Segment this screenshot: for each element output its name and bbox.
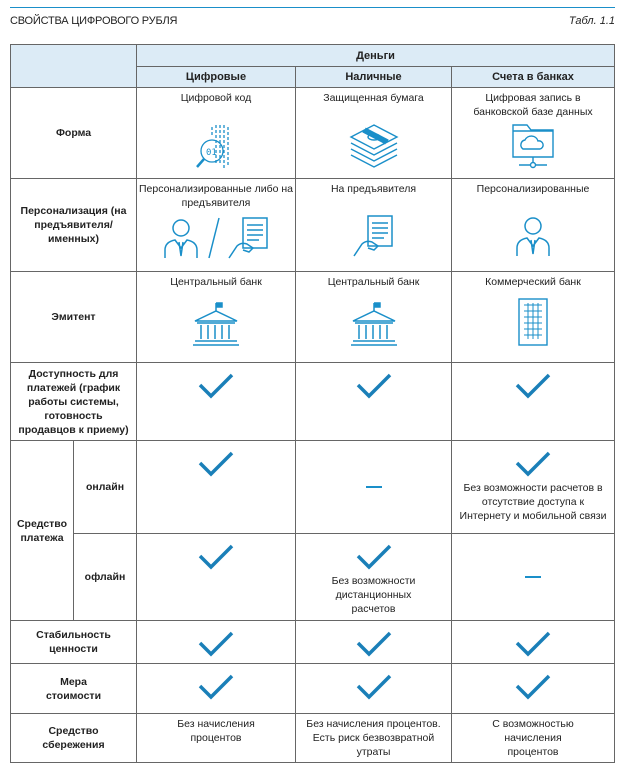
cell-stability-bank <box>451 620 615 664</box>
checkmark-icon <box>356 544 392 570</box>
cell-availability-digital <box>136 362 296 441</box>
commercial-bank-building-icon <box>518 298 548 346</box>
svg-text:01: 01 <box>206 148 217 158</box>
cell-measure-bank <box>451 663 615 714</box>
cell-online-bank: Без возможности расчетов в отсутствие до… <box>451 440 615 534</box>
checkmark-icon <box>515 451 551 477</box>
cell-text: Центральный банк <box>327 276 420 288</box>
cell-text: Персонализированные либо на предъявителя <box>138 183 294 209</box>
top-rule <box>10 7 615 8</box>
row-label-issuer: Эмитент <box>10 271 137 363</box>
cell-issuer-cash: Центральный банк <box>295 271 452 363</box>
row-label-measure: Мера стоимости <box>10 663 137 714</box>
col-header-bank-accounts: Счета в банках <box>451 66 615 88</box>
cell-text: Защищенная бумага <box>323 92 424 104</box>
cell-personal-cash: На предъявителя <box>295 178 452 272</box>
row-label-form: Форма <box>10 87 137 179</box>
cell-text: Цифровой код <box>180 92 252 104</box>
checkmark-icon <box>356 373 392 399</box>
col-header-cash: Наличные <box>295 66 452 88</box>
cell-text: Без возможности дистанционных расчетов <box>331 575 416 615</box>
checkmark-icon <box>356 674 392 700</box>
cell-stability-cash <box>295 620 452 664</box>
corner-header <box>10 44 137 88</box>
checkmark-icon <box>198 451 234 477</box>
central-bank-icon <box>191 301 241 347</box>
checkmark-icon <box>198 674 234 700</box>
cell-availability-cash <box>295 362 452 441</box>
checkmark-icon <box>198 631 234 657</box>
cell-offline-digital <box>136 533 296 621</box>
cell-text: Центральный банк <box>170 276 262 288</box>
bearer-document-icon <box>352 214 396 258</box>
person-icon <box>513 214 553 258</box>
cell-savings-bank: С возможностью начисления процентов <box>451 713 615 763</box>
checkmark-icon <box>515 674 551 700</box>
checkmark-icon <box>515 631 551 657</box>
sublabel-online: онлайн <box>73 440 137 534</box>
central-bank-icon <box>349 301 399 347</box>
banknotes-icon <box>348 124 399 168</box>
checkmark-icon <box>198 373 234 399</box>
row-label-personalization: Персонализация (на предъявителя/ именных… <box>10 178 137 272</box>
bearer-document-icon <box>227 216 271 260</box>
cell-offline-cash: Без возможности дистанционных расчетов <box>295 533 452 621</box>
row-label-availability: Доступность для платежей (график работы … <box>10 362 137 441</box>
cell-stability-digital <box>136 620 296 664</box>
cell-availability-bank <box>451 362 615 441</box>
cell-text: Цифровая запись в банковской базе данных <box>473 92 593 118</box>
cloud-folder-icon <box>512 124 554 169</box>
sublabel-offline: офлайн <box>73 533 137 621</box>
cell-form-bank: Цифровая запись в банковской базе данных <box>451 87 615 179</box>
group-header: Деньги <box>136 44 615 67</box>
slash-divider <box>208 217 220 259</box>
cell-online-digital <box>136 440 296 534</box>
dash-icon <box>365 486 382 488</box>
row-label-savings: Средство сбережения <box>10 713 137 763</box>
table-title: СВОЙСТВА ЦИФРОВОГО РУБЛЯ <box>10 15 178 27</box>
cell-issuer-digital: Центральный банк <box>136 271 296 363</box>
checkmark-icon <box>198 544 234 570</box>
cell-form-cash: Защищенная бумага <box>295 87 452 179</box>
row-label-payment: Средство платежа <box>10 440 74 621</box>
cell-text: Без возможности расчетов в отсутствие до… <box>459 482 607 522</box>
cell-online-cash <box>295 440 452 534</box>
digital-ruble-properties-table: Деньги Цифровые Наличные Счета в банках … <box>10 44 615 763</box>
dash-icon <box>525 576 541 578</box>
row-label-stability: Стабильность ценности <box>10 620 137 664</box>
cell-savings-digital: Без начисления процентов <box>136 713 296 763</box>
cell-personal-bank: Персонализированные <box>451 178 615 272</box>
cell-measure-cash <box>295 663 452 714</box>
table-number: Табл. 1.1 <box>568 15 615 27</box>
cell-offline-bank <box>451 533 615 621</box>
person-icon <box>161 216 201 260</box>
cell-savings-cash: Без начисления процентов. Есть риск безв… <box>295 713 452 763</box>
cell-issuer-bank: Коммерческий банк <box>451 271 615 363</box>
col-header-digital: Цифровые <box>136 66 296 88</box>
cell-measure-digital <box>136 663 296 714</box>
checkmark-icon <box>515 373 551 399</box>
digital-code-icon: 01 <box>196 125 229 169</box>
cell-form-digital: Цифровой код 01 <box>136 87 296 179</box>
cell-text: Персонализированные <box>476 183 590 195</box>
checkmark-icon <box>356 631 392 657</box>
cell-personal-digital: Персонализированные либо на предъявителя <box>136 178 296 272</box>
cell-text: Коммерческий банк <box>485 276 581 288</box>
cell-text: На предъявителя <box>330 183 417 195</box>
